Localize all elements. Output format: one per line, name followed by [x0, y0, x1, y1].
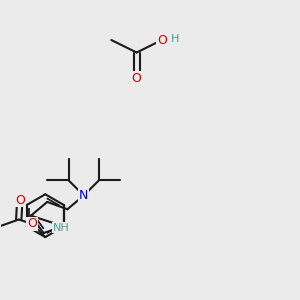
Text: H: H	[171, 34, 179, 44]
Text: O: O	[157, 34, 167, 46]
Text: N: N	[79, 189, 88, 202]
Text: O: O	[132, 72, 142, 85]
Text: NH: NH	[53, 223, 70, 233]
Text: O: O	[27, 217, 37, 230]
Text: O: O	[15, 194, 25, 207]
